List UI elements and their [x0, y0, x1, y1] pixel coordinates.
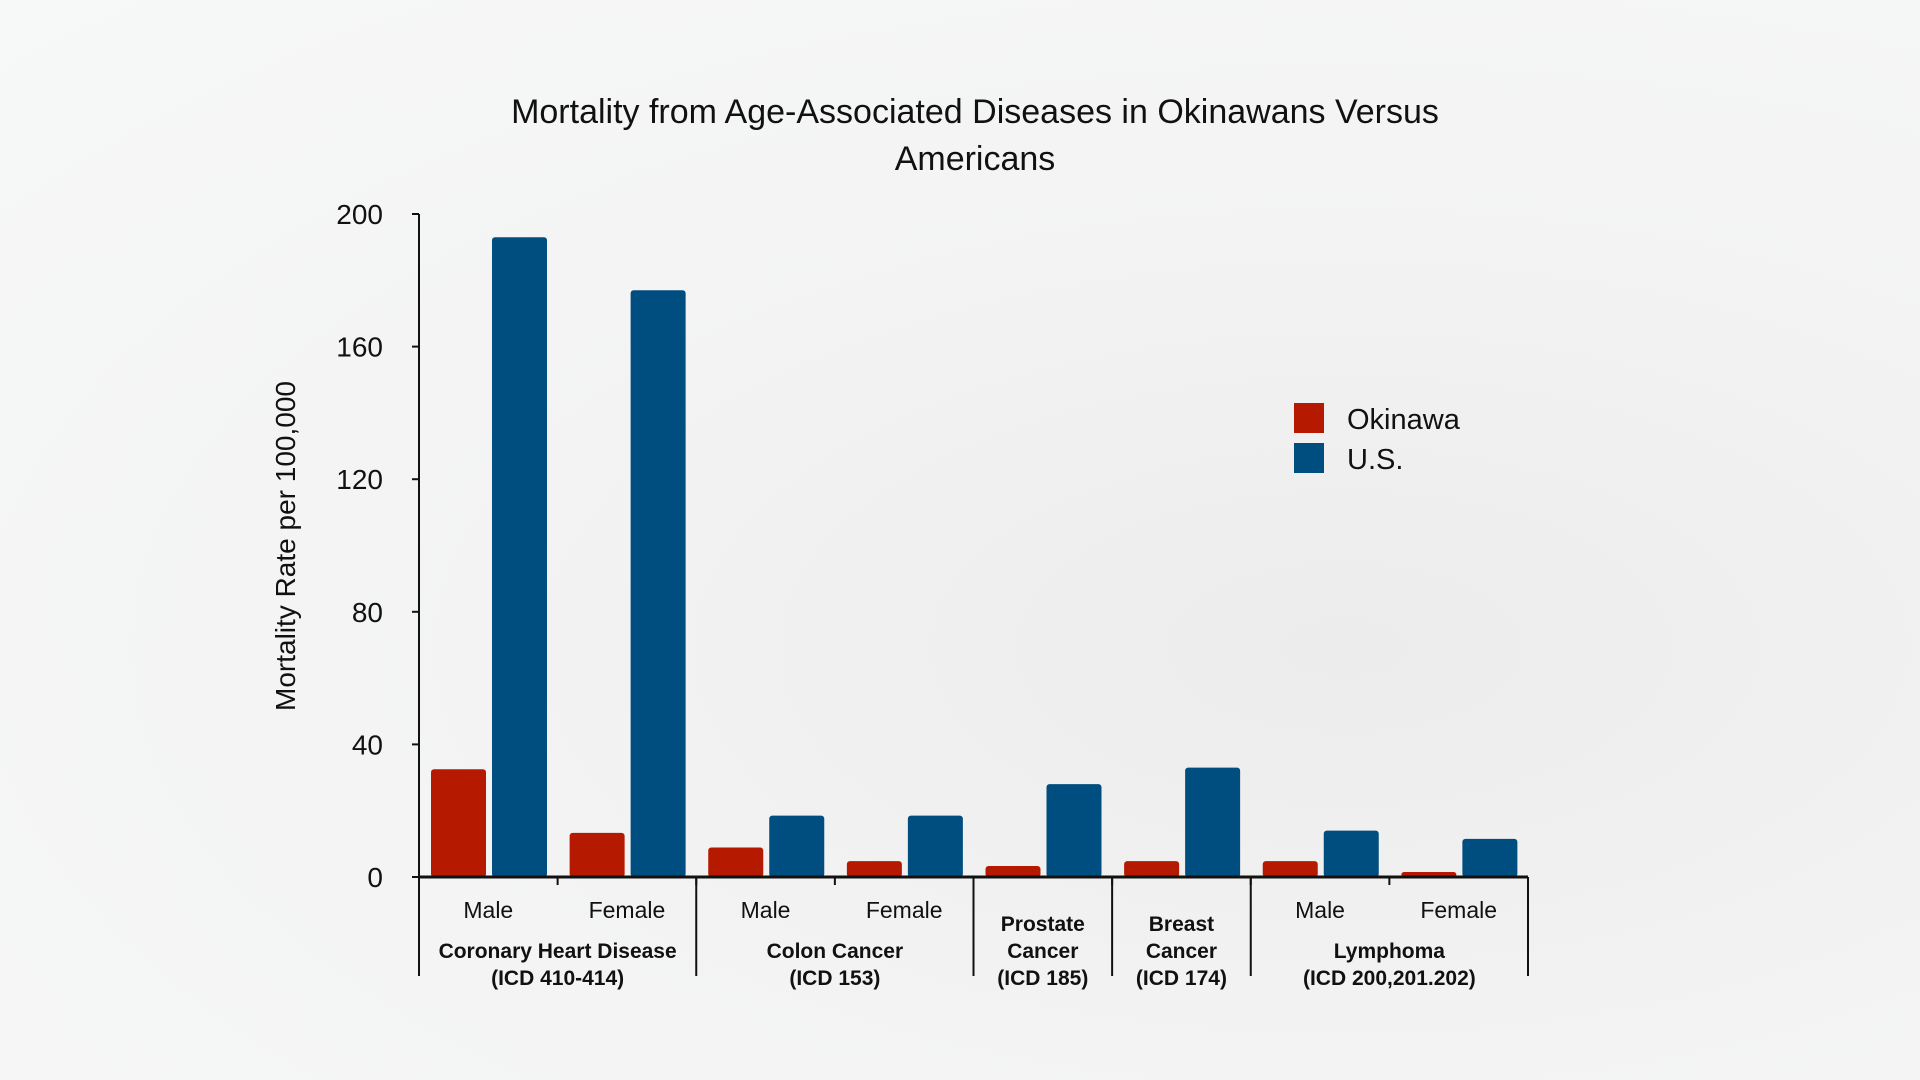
bar-okinawa-4	[985, 866, 1041, 877]
legend-label: U.S.	[1347, 444, 1403, 476]
bar-okinawa-1	[569, 832, 625, 877]
category-label: Male	[1295, 897, 1345, 923]
group-label: Prostate	[1001, 913, 1085, 936]
category-label: Female	[1420, 897, 1497, 923]
group-label: (ICD 174)	[1136, 967, 1227, 990]
bar-okinawa-2	[708, 847, 764, 877]
category-label: Male	[463, 897, 513, 923]
legend: Okinawa U.S.	[1294, 403, 1461, 476]
legend-swatch	[1294, 403, 1324, 433]
y-tick-label: 0	[367, 862, 383, 893]
legend-label: Okinawa	[1347, 404, 1461, 436]
group-label: (ICD 185)	[997, 967, 1088, 990]
x-axis: Male Female Male Female Male Female Coronary H…	[418, 875, 1529, 990]
bar-us-2	[769, 815, 825, 877]
group-label: Coronary Heart Disease	[439, 940, 677, 963]
group-label: (ICD 153)	[789, 967, 880, 990]
chart-title-line: Americans	[895, 140, 1056, 178]
bars	[431, 237, 1518, 877]
category-label: Male	[741, 897, 791, 923]
bar-us-7	[1462, 838, 1518, 877]
y-tick-label: 80	[352, 597, 383, 628]
y-axis-label: Mortality Rate per 100,000	[270, 381, 301, 711]
bar-us-5	[1185, 767, 1241, 877]
group-label: Cancer	[1146, 940, 1217, 963]
group-label: Lymphoma	[1334, 940, 1446, 963]
category-label: Female	[866, 897, 943, 923]
y-axis: 0 40 80 120 160 200	[336, 199, 420, 893]
group-label: (ICD 410-414)	[491, 967, 624, 990]
category-label: Female	[589, 897, 666, 923]
group-label: Colon Cancer	[767, 940, 904, 963]
y-tick-label: 200	[336, 199, 383, 230]
bar-us-0	[492, 237, 547, 877]
chart-title: Mortality from Age-Associated Diseases i…	[511, 93, 1439, 178]
y-tick-label: 160	[336, 332, 383, 363]
chart-title-line: Mortality from Age-Associated Diseases i…	[511, 93, 1439, 131]
bar-okinawa-5	[1124, 861, 1180, 877]
bar-us-4	[1046, 784, 1102, 877]
bar-us-1	[630, 290, 686, 877]
bar-okinawa-6	[1262, 861, 1318, 877]
group-label: Breast	[1149, 913, 1214, 936]
group-label: Cancer	[1007, 940, 1078, 963]
bar-us-3	[907, 815, 963, 877]
y-tick-label: 40	[352, 729, 383, 760]
bar-okinawa-0	[431, 769, 486, 877]
bar-okinawa-3	[846, 861, 902, 877]
bar-us-6	[1323, 830, 1379, 877]
legend-swatch	[1294, 443, 1324, 473]
y-tick-label: 120	[336, 464, 383, 495]
group-label: (ICD 200,201.202)	[1303, 967, 1476, 990]
